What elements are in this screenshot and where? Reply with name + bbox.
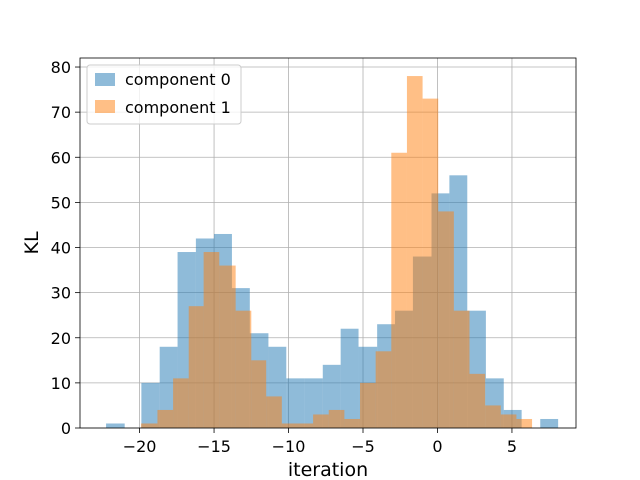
y-axis-ticks: 0 10 20 30 40 50 60 70 80 — [51, 58, 80, 438]
histogram-bar — [422, 98, 439, 429]
histogram-bar — [203, 252, 220, 428]
histogram-bar — [157, 409, 174, 428]
histogram-bar — [141, 382, 160, 428]
x-tick-label: 0 — [432, 437, 442, 456]
x-tick-label: −10 — [272, 437, 306, 456]
y-tick-label: 40 — [51, 239, 71, 258]
histogram-bar — [313, 414, 329, 428]
histogram-bar — [344, 418, 361, 428]
x-tick-label: −20 — [123, 437, 157, 456]
series-component-1 — [141, 76, 533, 429]
histogram-bar — [469, 373, 486, 428]
y-tick-label: 70 — [51, 103, 71, 122]
y-tick-label: 30 — [51, 284, 71, 303]
legend-box — [86, 64, 242, 125]
histogram-bar — [500, 414, 517, 428]
histogram-bar — [173, 378, 189, 428]
y-axis-label: KL — [21, 231, 43, 254]
histogram-bar — [360, 382, 376, 428]
y-tick-label: 80 — [51, 58, 71, 77]
y-tick-label: 50 — [51, 193, 71, 212]
histogram-bar — [281, 423, 298, 428]
histogram-bar — [235, 310, 252, 428]
histogram-bar — [141, 423, 158, 428]
legend-label-component-1: component 1 — [125, 98, 231, 117]
legend: component 0 component 1 — [86, 64, 242, 125]
x-tick-label: 5 — [507, 437, 517, 456]
histogram-bar — [453, 310, 470, 428]
histogram-bar — [540, 418, 559, 428]
legend-label-component-0: component 0 — [125, 70, 231, 89]
histogram-bar — [159, 346, 178, 428]
histogram-bar — [106, 423, 125, 428]
plot-frame — [79, 57, 577, 429]
histogram-bar — [340, 328, 359, 428]
x-axis-label: iteration — [288, 459, 368, 480]
histogram-bar — [219, 265, 236, 428]
y-tick-label: 60 — [51, 148, 71, 167]
histogram-bar — [188, 306, 204, 428]
legend-swatch-component-1 — [95, 100, 115, 113]
x-tick-label: −5 — [351, 437, 375, 456]
legend-swatch-component-0 — [95, 73, 115, 86]
histogram-bar — [438, 211, 454, 428]
x-tick-label: −15 — [197, 437, 231, 456]
histogram-bar — [328, 409, 345, 428]
y-tick-label: 10 — [51, 374, 71, 393]
histogram-bar — [286, 378, 305, 428]
histogram-bar — [391, 152, 407, 428]
histogram-bars — [106, 76, 559, 429]
histogram-bar — [266, 396, 282, 428]
y-tick-label: 20 — [51, 329, 71, 348]
histogram-bar — [251, 360, 267, 428]
y-tick-label: 0 — [61, 419, 71, 438]
histogram-bar — [406, 76, 423, 429]
histogram-bar — [297, 423, 314, 428]
histogram-bar — [485, 405, 501, 428]
histogram-bar — [375, 351, 392, 428]
x-axis-ticks: −20 −15 −10 −5 0 5 — [123, 428, 517, 456]
histogram-bar — [516, 418, 533, 428]
